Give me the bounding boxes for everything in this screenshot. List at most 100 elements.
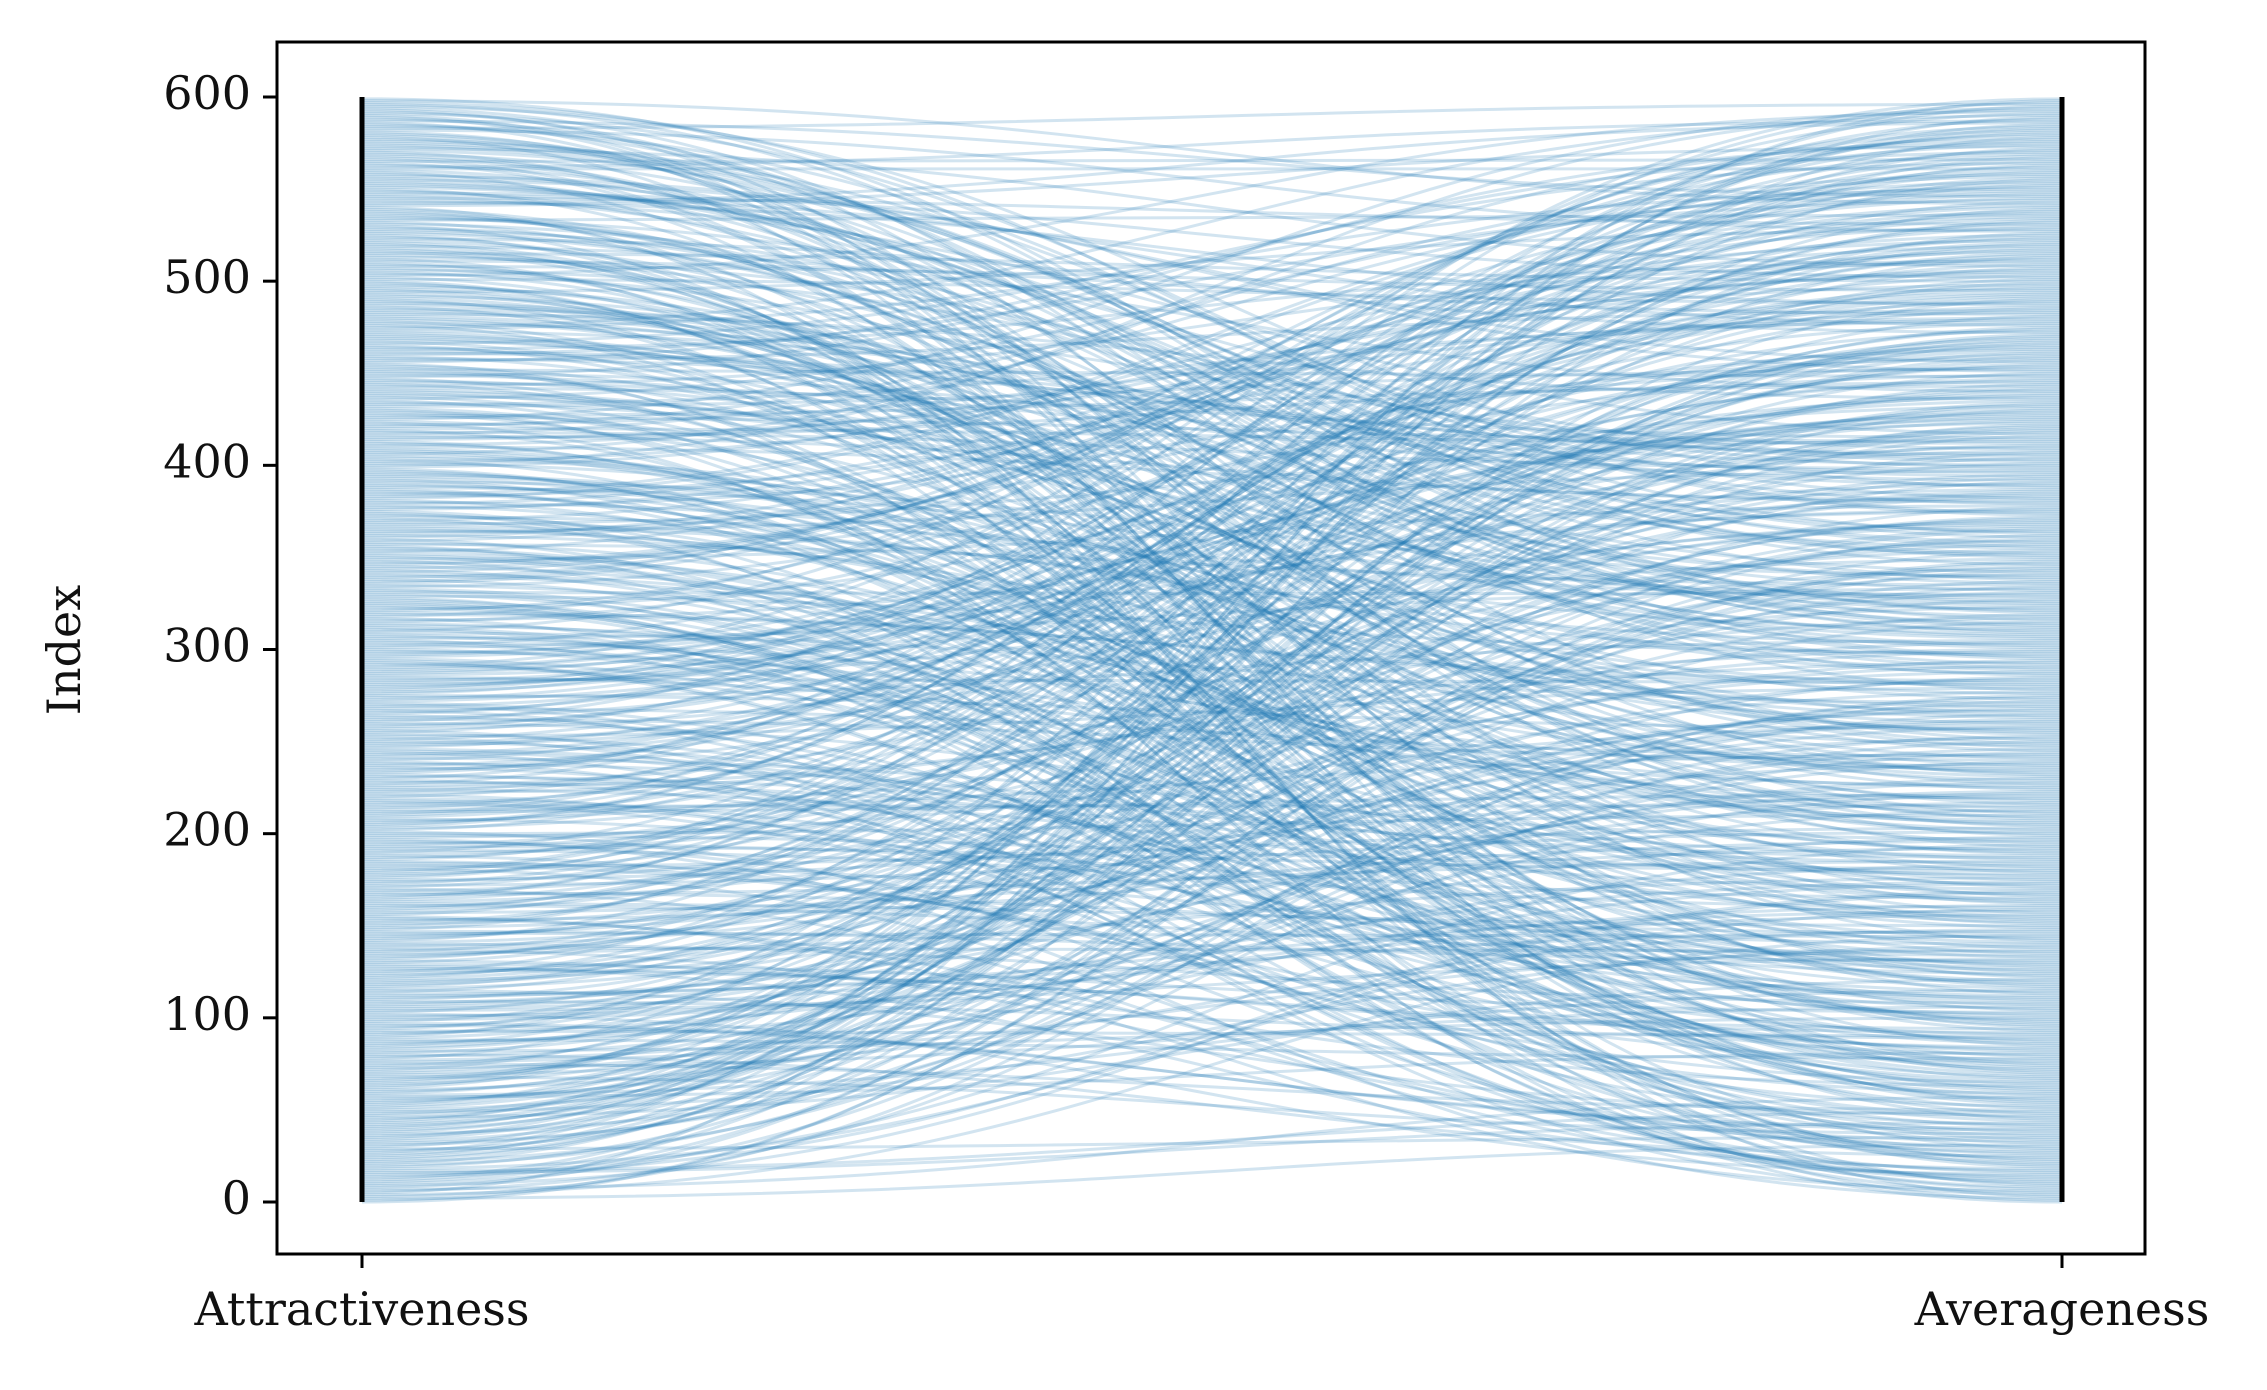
series-line — [361, 773, 2063, 998]
series-line — [361, 719, 2063, 1005]
series-line — [361, 476, 2063, 854]
series-line — [361, 694, 2063, 731]
series-line — [361, 458, 2063, 1093]
series-line — [361, 172, 2063, 429]
series-line — [361, 233, 2063, 570]
series-line — [361, 611, 2063, 686]
series-line — [361, 102, 2063, 130]
series-line — [361, 430, 2063, 1095]
series-line — [361, 590, 2063, 1040]
series-line — [361, 515, 2063, 600]
series-line — [361, 434, 2063, 1182]
series-line — [361, 598, 2063, 1055]
series-line — [361, 178, 2063, 364]
series-line — [361, 97, 2063, 780]
series-line — [361, 546, 2063, 924]
series-line — [361, 393, 2063, 607]
series-line — [361, 565, 2063, 825]
series-line — [361, 813, 2063, 836]
series-line — [361, 902, 2063, 928]
series-line — [361, 316, 2063, 736]
series-line — [361, 147, 2063, 1106]
series-line — [361, 414, 2063, 683]
series-line — [361, 524, 2063, 788]
series-line — [361, 447, 2063, 832]
series-line — [361, 613, 2063, 1073]
series-line — [361, 760, 2063, 1145]
series-line — [361, 358, 2063, 1082]
series-line — [361, 797, 2063, 1000]
series-line — [361, 185, 2063, 436]
series-line — [361, 513, 2063, 904]
series-line — [361, 528, 2063, 1138]
series-line — [361, 130, 2063, 898]
series-line — [361, 119, 2063, 198]
series-line — [361, 859, 2063, 896]
series-line — [361, 929, 2063, 996]
series-line — [361, 152, 2063, 628]
series-line — [361, 780, 2063, 876]
series-line — [361, 423, 2063, 1160]
series-line — [361, 867, 2063, 1173]
series-line — [361, 316, 2063, 427]
series-line — [361, 861, 2063, 946]
series-line — [361, 471, 2063, 902]
series-line — [361, 355, 2063, 1128]
series-line — [361, 366, 2063, 510]
series-line — [361, 445, 2063, 502]
series-line — [361, 158, 2063, 1073]
series-line — [361, 209, 2063, 1025]
series-line — [361, 158, 2063, 163]
series-line — [361, 132, 2063, 786]
series-line — [361, 137, 2063, 567]
series-line — [361, 250, 2063, 989]
series-line — [361, 708, 2063, 944]
series-line — [361, 228, 2063, 294]
series-line — [361, 161, 2063, 346]
series-line — [361, 283, 2063, 768]
series-line — [361, 395, 2063, 950]
series-line — [361, 1005, 2063, 1070]
series-line — [361, 169, 2063, 734]
series-line — [361, 517, 2063, 1141]
series-line — [361, 487, 2063, 1070]
series-line — [361, 322, 2063, 657]
series-line — [361, 377, 2063, 1090]
series-line — [361, 929, 2063, 963]
series-line — [361, 793, 2063, 814]
series-line — [361, 461, 2063, 977]
series-line — [361, 434, 2063, 504]
series-line — [361, 677, 2063, 1007]
series-line — [361, 334, 2063, 1165]
series-line — [361, 469, 2063, 1022]
series-line — [361, 152, 2063, 583]
series-line — [361, 222, 2063, 534]
series-line — [361, 659, 2063, 1152]
series-line — [361, 740, 2063, 972]
series-line — [361, 482, 2063, 686]
series-line — [361, 520, 2063, 657]
series-line — [361, 292, 2063, 714]
series-line — [361, 285, 2063, 701]
series-line — [361, 272, 2063, 585]
series-line — [361, 373, 2063, 580]
series-line — [361, 285, 2063, 648]
series-line — [361, 277, 2063, 305]
series-line — [361, 305, 2063, 670]
series-line — [361, 275, 2063, 987]
series-line — [361, 734, 2063, 1112]
ticks-layer: 0 100 200 300 400 500 600 Attractiveness Average… — [163, 66, 2209, 1336]
series-line — [361, 331, 2063, 701]
series-line — [361, 537, 2063, 1165]
series-line — [361, 1016, 2063, 1053]
series-line — [361, 504, 2063, 861]
series-line — [361, 909, 2063, 998]
series-line — [361, 371, 2063, 475]
series-line — [361, 721, 2063, 858]
series-line — [361, 110, 2063, 815]
series-line — [361, 386, 2063, 440]
series-line — [361, 206, 2063, 1198]
series-line — [361, 340, 2063, 968]
series-line — [361, 171, 2063, 1121]
series-line — [361, 590, 2063, 596]
